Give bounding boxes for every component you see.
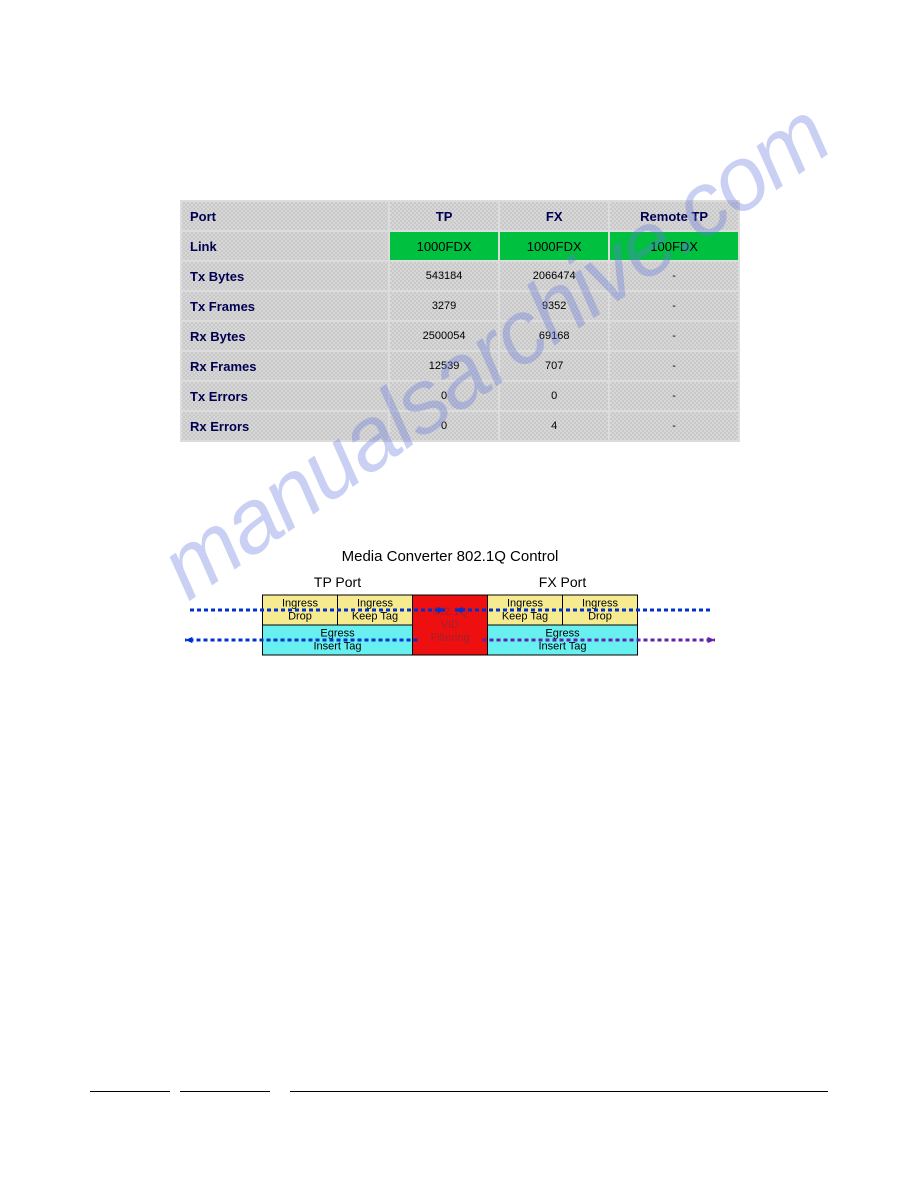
link-tp: 1000FDX: [389, 231, 499, 261]
table-row: Rx Bytes 2500054 69168 -: [181, 321, 739, 351]
svg-text:Egress: Egress: [545, 627, 580, 639]
row-label: Tx Bytes: [181, 261, 389, 291]
footer-line-segment: [290, 1091, 828, 1092]
svg-text:Ingress: Ingress: [507, 597, 544, 609]
link-fx: 1000FDX: [499, 231, 609, 261]
cell: -: [609, 411, 739, 441]
table-row: Link 1000FDX 1000FDX 100FDX: [181, 231, 739, 261]
cell: -: [609, 351, 739, 381]
svg-text:Drop: Drop: [588, 610, 612, 622]
row-label: Rx Errors: [181, 411, 389, 441]
diagram-container: Media Converter 802.1Q Control TP Port FX…: [170, 548, 730, 693]
table-row: Rx Frames 12539 707 -: [181, 351, 739, 381]
cell: 0: [389, 381, 499, 411]
media-converter-diagram: TP PortFX PortIngressDropIngressKeep Tag…: [180, 573, 720, 693]
footer-line-segment: [180, 1091, 270, 1092]
svg-text:FX Port: FX Port: [539, 574, 587, 590]
table-row: Tx Bytes 543184 2066474 -: [181, 261, 739, 291]
cell: -: [609, 291, 739, 321]
header-tp: TP: [389, 201, 499, 231]
row-label: Tx Errors: [181, 381, 389, 411]
cell: -: [609, 261, 739, 291]
svg-text:802.1Q: 802.1Q: [432, 606, 469, 618]
cell: 4: [499, 411, 609, 441]
port-stats-table: Port TP FX Remote TP Link 1000FDX 1000FD…: [180, 200, 740, 442]
table-row: Rx Errors 0 4 -: [181, 411, 739, 441]
svg-text:Ingress: Ingress: [282, 597, 319, 609]
svg-text:Ingress: Ingress: [582, 597, 619, 609]
svg-text:VID: VID: [441, 619, 459, 631]
footer-divider: [90, 1091, 828, 1093]
cell: 543184: [389, 261, 499, 291]
table-row: Tx Frames 3279 9352 -: [181, 291, 739, 321]
link-remote-tp: 100FDX: [609, 231, 739, 261]
row-label: Rx Bytes: [181, 321, 389, 351]
row-label-link: Link: [181, 231, 389, 261]
cell: 2066474: [499, 261, 609, 291]
cell: 9352: [499, 291, 609, 321]
row-label: Tx Frames: [181, 291, 389, 321]
svg-text:Keep Tag: Keep Tag: [352, 610, 398, 622]
cell: 0: [499, 381, 609, 411]
cell: 12539: [389, 351, 499, 381]
header-fx: FX: [499, 201, 609, 231]
cell: 3279: [389, 291, 499, 321]
stats-table-container: Port TP FX Remote TP Link 1000FDX 1000FD…: [180, 200, 740, 442]
table-row: Tx Errors 0 0 -: [181, 381, 739, 411]
svg-text:Insert Tag: Insert Tag: [538, 640, 586, 652]
header-port: Port: [181, 201, 389, 231]
svg-text:Filtering: Filtering: [430, 632, 469, 644]
svg-text:Egress: Egress: [320, 627, 355, 639]
cell: 2500054: [389, 321, 499, 351]
row-label: Rx Frames: [181, 351, 389, 381]
svg-text:Insert Tag: Insert Tag: [313, 640, 361, 652]
svg-text:Drop: Drop: [288, 610, 312, 622]
cell: 0: [389, 411, 499, 441]
cell: 707: [499, 351, 609, 381]
diagram-title: Media Converter 802.1Q Control: [170, 548, 730, 565]
svg-text:Ingress: Ingress: [357, 597, 394, 609]
cell: -: [609, 381, 739, 411]
cell: 69168: [499, 321, 609, 351]
svg-text:TP Port: TP Port: [314, 574, 361, 590]
svg-text:Keep Tag: Keep Tag: [502, 610, 548, 622]
header-remote-tp: Remote TP: [609, 201, 739, 231]
cell: -: [609, 321, 739, 351]
footer-line-segment: [90, 1091, 170, 1092]
table-header-row: Port TP FX Remote TP: [181, 201, 739, 231]
